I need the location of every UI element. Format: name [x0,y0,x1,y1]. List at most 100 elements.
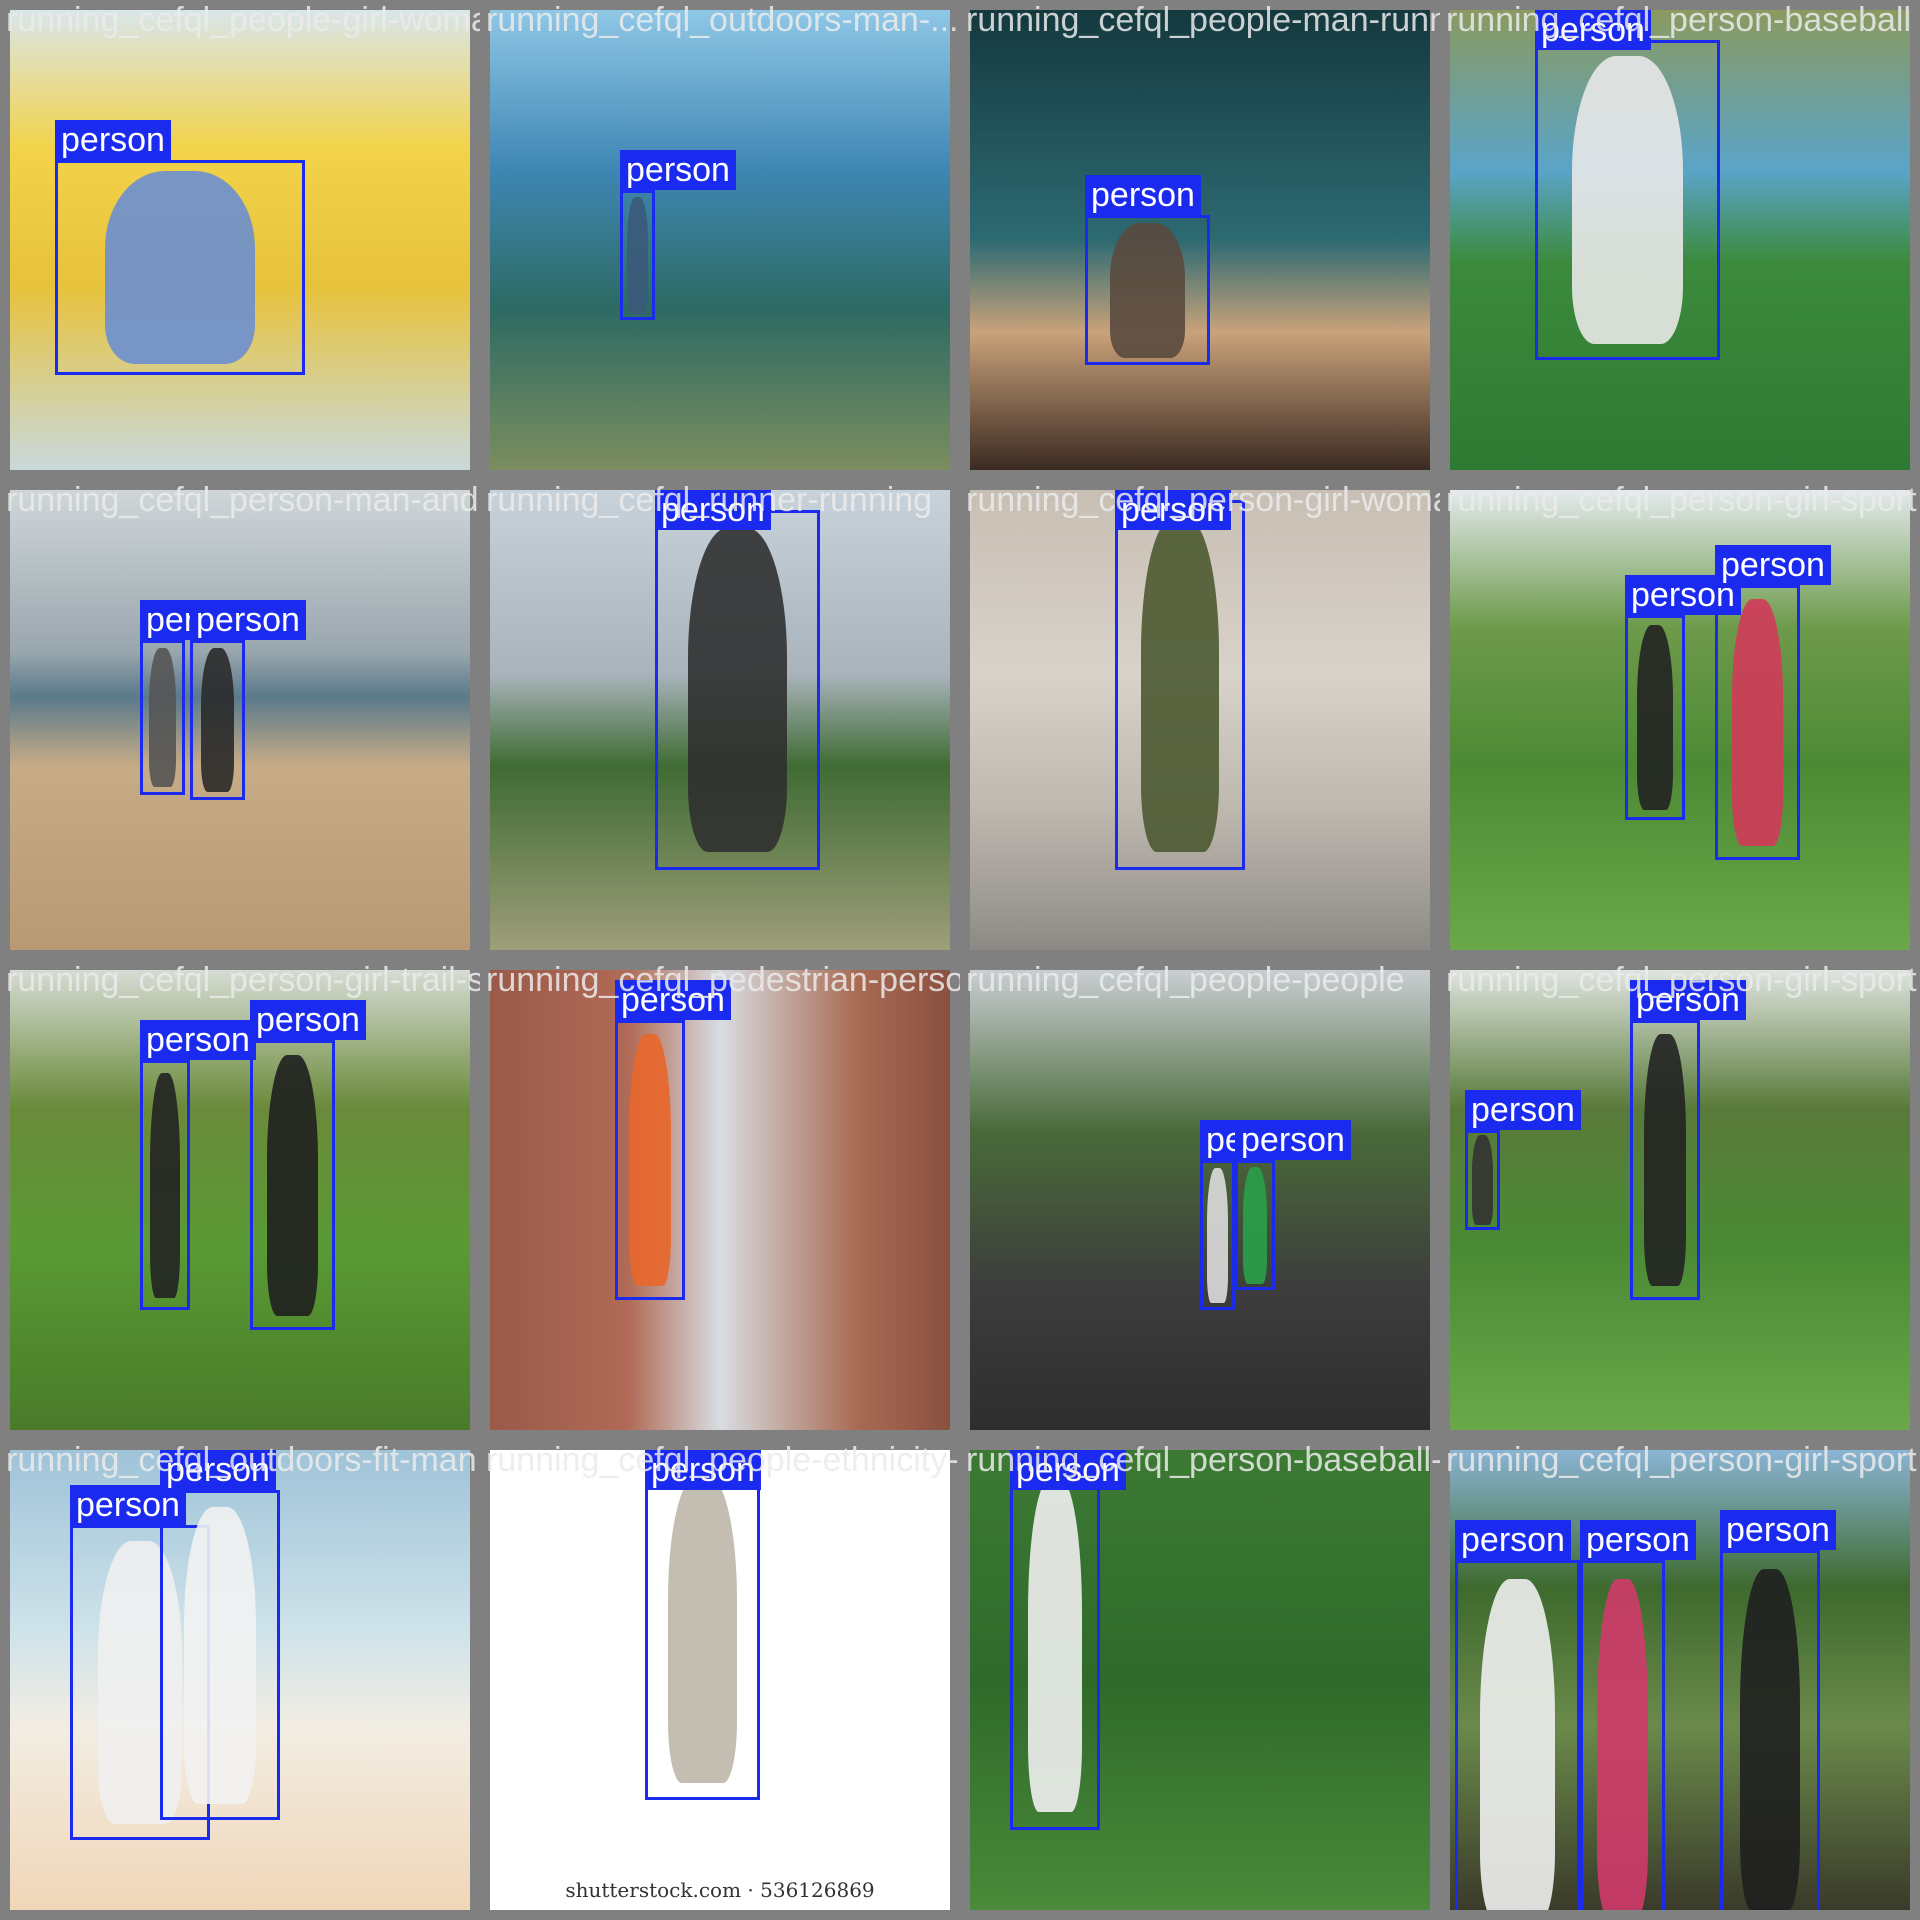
tile-photo: person [970,490,1430,950]
detection-label: person [250,1000,366,1040]
person-silhouette [149,647,176,788]
detection-label: person [615,980,731,1020]
detection-label: person [1715,545,1831,585]
tile-photo: person [1450,10,1910,470]
mosaic-tile: person running_cefql_runner-running [480,480,960,960]
detection-box [620,190,655,320]
detection-label: person [1455,1520,1571,1560]
detection-box [160,1490,280,1820]
detection-box [140,640,185,795]
person-silhouette [1110,222,1185,358]
detection-label: person [645,1450,761,1490]
person-silhouette [150,1072,180,1298]
detection-label: person [1465,1090,1581,1130]
mosaic-tile: person person running_cefql_outdoors-fit-m… [0,1440,480,1920]
mosaic-tile: person person running_cefql_person-girl-sp… [1440,960,1920,1440]
detection-box [190,640,245,800]
person-silhouette [105,170,255,365]
detection-box [1630,1020,1700,1300]
person-silhouette [1644,1034,1686,1286]
tile-photo: person person person [1450,1450,1910,1910]
person-silhouette [201,648,234,792]
detection-label: person [1085,175,1201,215]
tile-photo: person [970,10,1430,470]
person-silhouette [184,1506,256,1804]
detection-box [1715,585,1800,860]
detection-box [1465,1130,1500,1230]
person-silhouette [1732,598,1783,847]
tile-photo: person [10,10,470,470]
detection-box [1085,215,1210,365]
person-silhouette [627,196,648,314]
tile-photo: person [970,1450,1430,1910]
detection-label: person [1580,1520,1696,1560]
detection-box [615,1020,685,1300]
detection-box [1625,615,1685,820]
mosaic-tile: person running_cefql_pedestrian-person [480,960,960,1440]
detection-label: person [1535,10,1651,50]
mosaic-tile: person running_cefql_person-baseball [1440,0,1920,480]
detection-box [1580,1560,1665,1910]
detection-box [655,510,820,870]
mosaic-tile: person running_cefql_person-girl-woman [960,480,1440,960]
detection-label: person [1115,490,1231,530]
detection-label: person [1235,1120,1351,1160]
person-silhouette [1472,1135,1493,1225]
detection-box [1115,500,1245,870]
mosaic-tile: personrunning_cefql_person-baseball-play… [960,1440,1440,1920]
person-silhouette [267,1054,318,1316]
detection-box [55,160,305,375]
detection-label: person [140,1020,256,1060]
mosaic-tile: person person person running_cefql_person-g… [1440,1440,1920,1920]
person-silhouette [1028,1478,1082,1812]
person-silhouette [1597,1578,1648,1910]
detection-box [1235,1160,1275,1290]
detection-box [1720,1550,1820,1910]
mosaic-tile: shutterstock.com · 536126869 person runnin… [480,1440,960,1920]
detection-label: person [1630,980,1746,1020]
detection-label: person [620,150,736,190]
mosaic-tile: person running_cefql_outdoors-man-... [480,0,960,480]
detection-box [1200,1160,1235,1310]
tile-photo: person person [1450,970,1910,1430]
tile-photo: person [490,970,950,1430]
detection-label: person [190,600,306,640]
person-silhouette [1637,625,1673,810]
person-silhouette [98,1540,182,1825]
detection-label: person [160,1450,276,1490]
detection-label: person [1720,1510,1836,1550]
detection-box [645,1460,760,1800]
person-silhouette [1207,1167,1228,1303]
person-silhouette [1141,518,1219,852]
detection-label: person [655,490,771,530]
person-silhouette [1480,1579,1555,1910]
detection-label: person [1010,1450,1126,1490]
tile-photo: shutterstock.com · 536126869 person [490,1450,950,1910]
detection-box [1535,40,1720,360]
mosaic-tile: person person running_cefql_person-girl-tr… [0,960,480,1440]
detection-box [1010,1460,1100,1830]
person-silhouette [688,528,787,852]
person-silhouette [668,1477,737,1783]
person-silhouette [1740,1569,1800,1910]
tile-photo: person [490,10,950,470]
detection-label: person [55,120,171,160]
detection-box [1455,1560,1580,1910]
stock-watermark: shutterstock.com · 536126869 [565,1878,875,1902]
person-silhouette [629,1034,671,1286]
person-silhouette [1243,1166,1267,1284]
detection-box [140,1060,190,1310]
mosaic-tile: personrunning_cefql_people-girl-woman... [0,0,480,480]
person-silhouette [1572,56,1683,344]
detection-box [250,1040,335,1330]
mosaic-tile: personpersonrunning_cefql_person-man-and… [0,480,480,960]
mosaic-tile: person person running_cefql_person-girl-sp… [1440,480,1920,960]
